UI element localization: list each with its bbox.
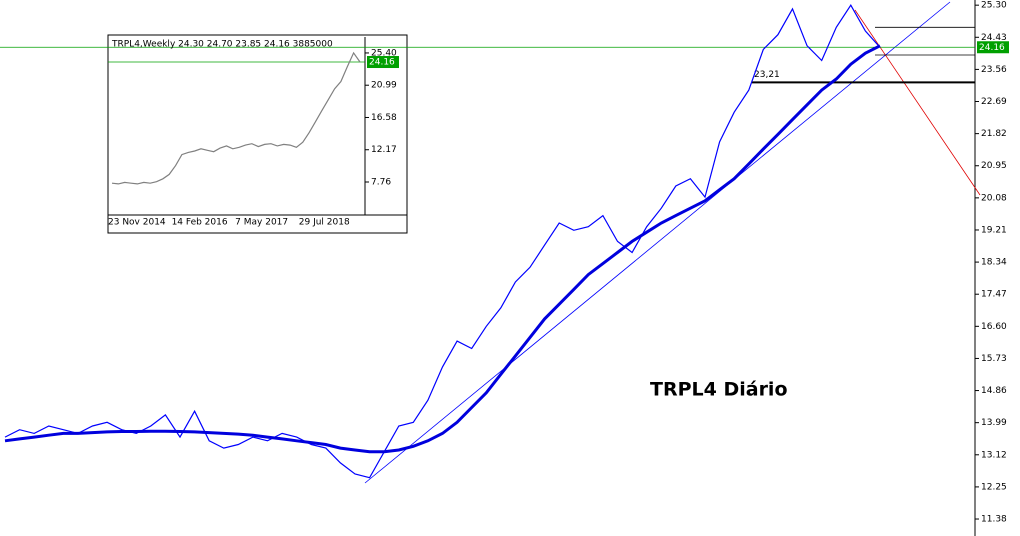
price-line-series — [4, 44, 881, 454]
y-tick-label: 19.21 — [981, 225, 1007, 235]
support-label: 23,21 — [754, 70, 780, 80]
y-tick-label: 16.58 — [371, 113, 397, 123]
x-tick-label: 14 Feb 2016 — [172, 218, 228, 228]
x-tick-label: 29 Jul 2018 — [299, 218, 350, 228]
y-tick-label: 16.60 — [981, 322, 1007, 332]
y-tick-label: 13.12 — [981, 450, 1007, 460]
y-tick-label: 14.86 — [981, 386, 1007, 396]
price-tag-label: 24.16 — [369, 58, 395, 68]
price-tag — [367, 56, 399, 69]
inset-title: TRPL4,Weekly 24.30 24.70 23.85 24.16 388… — [111, 40, 333, 50]
trend-line — [364, 1, 951, 484]
price-line-series — [111, 51, 361, 185]
y-tick-label: 20.95 — [981, 161, 1007, 171]
y-tick-label: 18.34 — [981, 258, 1007, 268]
x-tick-label: 7 May 2017 — [235, 218, 288, 228]
price-tag-label: 24.16 — [979, 43, 1005, 53]
y-tick-label: 11.38 — [981, 515, 1007, 525]
y-tick-label: 15.73 — [981, 354, 1007, 364]
y-tick-label: 17.47 — [981, 290, 1007, 300]
y-tick-label: 12.17 — [371, 145, 397, 155]
y-tick-label: 12.25 — [981, 482, 1007, 492]
y-tick-label: 23.56 — [981, 65, 1007, 75]
y-tick-label: 21.82 — [981, 129, 1007, 139]
y-tick-label: 25.40 — [371, 48, 397, 58]
y-tick-label: 25.30 — [981, 1, 1007, 11]
trend-line — [854, 9, 981, 196]
price-line-series — [4, 4, 881, 479]
y-tick-label: 20.08 — [981, 193, 1007, 203]
y-tick-label: 24.43 — [981, 33, 1007, 43]
chart-title: TRPL4 Diário — [650, 379, 788, 401]
y-tick-label: 22.69 — [981, 97, 1007, 107]
x-tick-label: 23 Nov 2014 — [108, 218, 166, 228]
y-tick-label: 7.76 — [371, 178, 391, 188]
y-tick-label: 13.99 — [981, 418, 1007, 428]
price-tag — [977, 41, 1009, 54]
inset-frame — [107, 34, 408, 234]
y-tick-label: 20.99 — [371, 81, 397, 91]
